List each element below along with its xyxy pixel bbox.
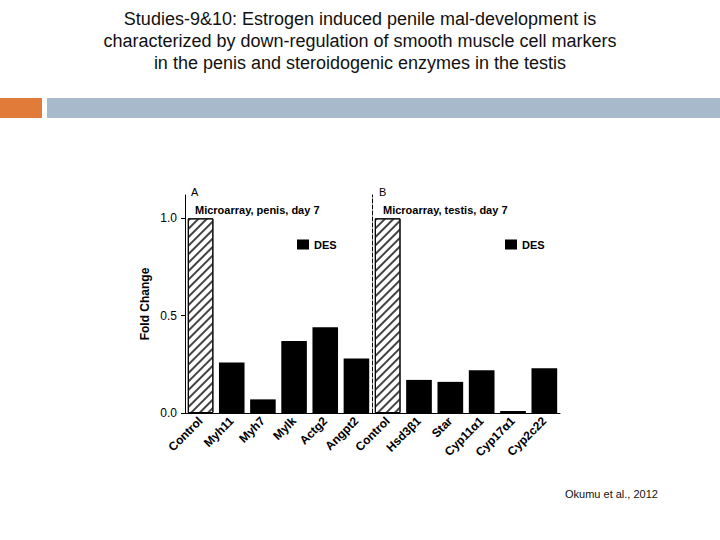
svg-text:Control: Control	[166, 414, 206, 454]
svg-text:Microarray, penis, day 7: Microarray, penis, day 7	[195, 204, 320, 216]
svg-text:Control: Control	[352, 414, 393, 455]
html-text:Studies-9&10: Estrogen induced: Studies-9&10: Estrogen induced penile ma…	[123, 9, 597, 29]
svg-text:Mylk: Mylk	[270, 414, 299, 443]
svg-text:Cyp17α1: Cyp17α1	[472, 414, 518, 460]
svg-text:Fold Change: Fold Change	[138, 267, 152, 340]
svg-text:Actg2: Actg2	[296, 414, 331, 448]
html-text:in the penis and steroidogenic: in the penis and steroidogenic enzymes i…	[153, 53, 567, 73]
svg-text:0.0: 0.0	[160, 406, 177, 420]
svg-text:A: A	[191, 186, 199, 198]
svg-text:1.0: 1.0	[160, 211, 177, 225]
svg-text:Microarray, testis, day 7: Microarray, testis, day 7	[383, 204, 508, 216]
svg-text:DES: DES	[314, 239, 337, 251]
svg-text:Hsd3β1: Hsd3β1	[383, 414, 424, 455]
svg-text:Cyp11α1: Cyp11α1	[441, 414, 487, 459]
svg-text:DES: DES	[522, 239, 545, 251]
svg-text:0.5: 0.5	[160, 309, 177, 323]
html-text:Okumu et al., 2012: Okumu et al., 2012	[565, 488, 658, 500]
html-text:characterized by down-regulati: characterized by down-regulation of smoo…	[103, 31, 617, 51]
svg-text:Myh11: Myh11	[201, 414, 237, 450]
svg-text:Angpt2: Angpt2	[322, 414, 362, 454]
svg-text:Myh7: Myh7	[236, 414, 268, 446]
svg-text:B: B	[379, 186, 386, 198]
svg-text:Cyp2c22: Cyp2c22	[505, 414, 550, 459]
svg-text:Star: Star	[429, 414, 456, 441]
